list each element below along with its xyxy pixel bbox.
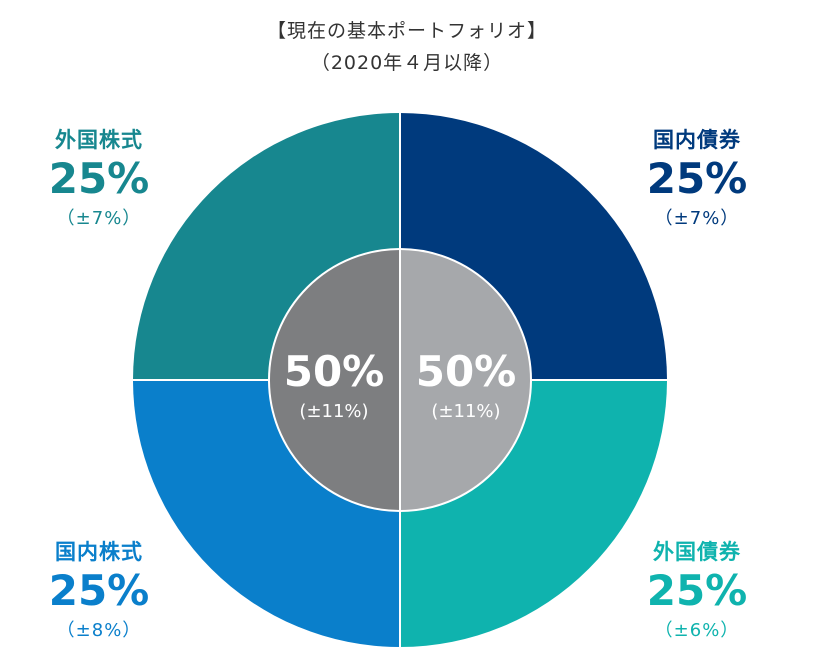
label-domestic-bonds: 国内債券 25% （±7%） [612, 124, 782, 230]
segment-value: 25% [646, 566, 748, 615]
segment-value: 25% [48, 154, 150, 203]
inner-range-label: (±11%) [299, 401, 368, 422]
label-foreign-stocks: 外国株式 25% （±7%） [14, 124, 184, 230]
chart-subtitle: （2020年４月以降） [310, 52, 504, 74]
segment-range: （±7%） [654, 208, 740, 229]
inner-value-label: 50% [416, 347, 517, 396]
inner-range-label: (±11%) [431, 401, 500, 422]
segment-range: （±7%） [56, 208, 142, 229]
segment-value: 25% [48, 566, 150, 615]
segment-value: 25% [646, 154, 748, 203]
inner-segment-0 [400, 249, 531, 511]
chart-title: 【現在の基本ポートフォリオ】 [266, 20, 547, 42]
segment-name: 外国株式 [55, 128, 143, 152]
segment-name: 国内株式 [55, 540, 143, 564]
label-foreign-bonds: 外国債券 25% （±6%） [612, 536, 782, 642]
segment-name: 国内債券 [653, 128, 741, 152]
segment-range: （±6%） [654, 620, 740, 641]
inner-value-label: 50% [284, 347, 385, 396]
inner-segment-1 [269, 249, 400, 511]
label-domestic-stocks: 国内株式 25% （±8%） [14, 536, 184, 642]
segment-range: （±8%） [56, 620, 142, 641]
inner-ring-border [268, 248, 532, 512]
segment-name: 外国債券 [653, 540, 741, 564]
